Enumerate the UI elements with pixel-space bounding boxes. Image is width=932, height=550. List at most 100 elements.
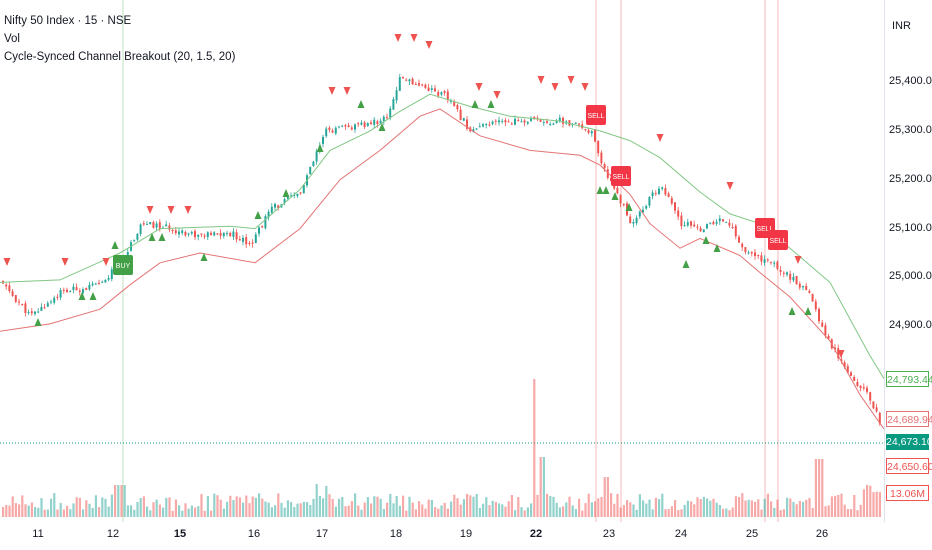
indicator-legend[interactable]: Cycle-Synced Channel Breakout (20, 1.5, … [4, 51, 236, 63]
volume-bar [459, 504, 462, 517]
volume-bar [171, 510, 174, 517]
volume-bar [770, 501, 773, 517]
candle-body [731, 227, 734, 229]
volume-bar [725, 508, 728, 517]
volume-bar [126, 505, 129, 517]
candle-body [677, 210, 680, 217]
volume-bar [274, 505, 277, 517]
volume-bar [446, 508, 449, 517]
candle-body [757, 255, 760, 257]
candle-body [66, 289, 68, 292]
volume-bar [421, 504, 424, 517]
volume-bar [210, 510, 213, 517]
candle-body [510, 123, 513, 125]
volume-bar [5, 504, 8, 517]
candle-body [670, 198, 673, 204]
candle-body [62, 289, 65, 291]
candle-body [606, 169, 609, 178]
volume-bar [517, 497, 520, 517]
sell-triangle-marker [394, 34, 402, 42]
volume-bar [846, 509, 849, 517]
volume-bar [616, 493, 619, 517]
candle-body [248, 242, 251, 244]
candle-body [222, 232, 225, 237]
volume-legend[interactable]: Vol [4, 33, 20, 45]
candle-body [734, 225, 737, 237]
volume-bar [494, 501, 497, 517]
candle-body [382, 116, 385, 122]
x-tick-label: 18 [389, 528, 403, 540]
volume-bar [754, 501, 757, 517]
volume-bar [872, 492, 875, 517]
candle-body [715, 221, 718, 224]
candle-body [139, 224, 142, 234]
candle-body [402, 76, 404, 79]
candle-body [462, 118, 465, 121]
candle-body [786, 272, 788, 275]
candle-body [517, 120, 520, 122]
sell-triangle-marker [3, 258, 11, 266]
buy-triangle-marker [788, 307, 796, 315]
candle-body [315, 151, 318, 162]
symbol-legend[interactable]: Nifty 50 Index · 15 · NSE [4, 15, 132, 27]
currency-label[interactable]: INR [892, 20, 911, 32]
candle-body [101, 281, 104, 283]
volume-bar [757, 499, 760, 517]
volume-bar [264, 501, 267, 517]
volume-bar [600, 496, 603, 517]
price-chart[interactable]: BUY SELL SELL SELL SELL [0, 0, 884, 522]
sell-triangle-marker [537, 76, 545, 84]
buy-triangle-marker [471, 100, 479, 108]
volume-bar [635, 509, 638, 517]
volume-bar [101, 497, 104, 517]
last-price-tag: 24,673.10 [886, 434, 932, 450]
volume-bar [402, 495, 405, 517]
candle-body [869, 392, 872, 401]
candle-body [149, 221, 152, 225]
candle-body [843, 362, 846, 368]
candle-body [866, 387, 868, 392]
y-tick-label: 25,100.00 [889, 221, 932, 234]
candle-body [773, 262, 776, 264]
candle-body [24, 303, 27, 314]
volume-bar [587, 493, 590, 517]
candle-body [421, 84, 424, 86]
volume-bar [11, 496, 14, 517]
volume-bar [142, 496, 145, 517]
volume-bar [248, 503, 251, 517]
sell-signal-label-text: SELL [769, 238, 786, 245]
volume-bar [408, 496, 411, 517]
volume-bar [450, 501, 453, 517]
volume-bar [40, 498, 43, 517]
volume-bar [203, 510, 206, 517]
volume-bar [482, 503, 485, 517]
candle-body [446, 91, 449, 101]
candle-body [299, 192, 302, 194]
candle-body [379, 120, 382, 124]
buy-triangle-marker [602, 186, 610, 194]
candle-body [686, 222, 689, 226]
candle-body [702, 229, 705, 232]
volume-bar [712, 498, 715, 517]
buy-triangle-marker [89, 292, 97, 300]
volume-bar [526, 507, 529, 517]
volume-bar [632, 504, 635, 517]
candle-body [34, 311, 36, 314]
buy-triangle-marker [158, 233, 166, 241]
volume-bar [290, 502, 293, 517]
candle-body [200, 233, 203, 235]
x-tick-label: 23 [602, 528, 616, 540]
candle-body [190, 232, 193, 234]
candle-body [331, 130, 334, 133]
volume-bar [498, 503, 501, 517]
candle-body [72, 286, 75, 290]
volume-bar [606, 477, 609, 517]
volume-bar [638, 494, 641, 517]
volume-bar [536, 494, 539, 517]
candle-body [549, 123, 552, 125]
buy-triangle-marker [625, 203, 633, 211]
volume-bar [120, 485, 123, 517]
candle-body [398, 77, 401, 91]
candle-body [872, 401, 875, 409]
volume-bar [491, 500, 494, 517]
